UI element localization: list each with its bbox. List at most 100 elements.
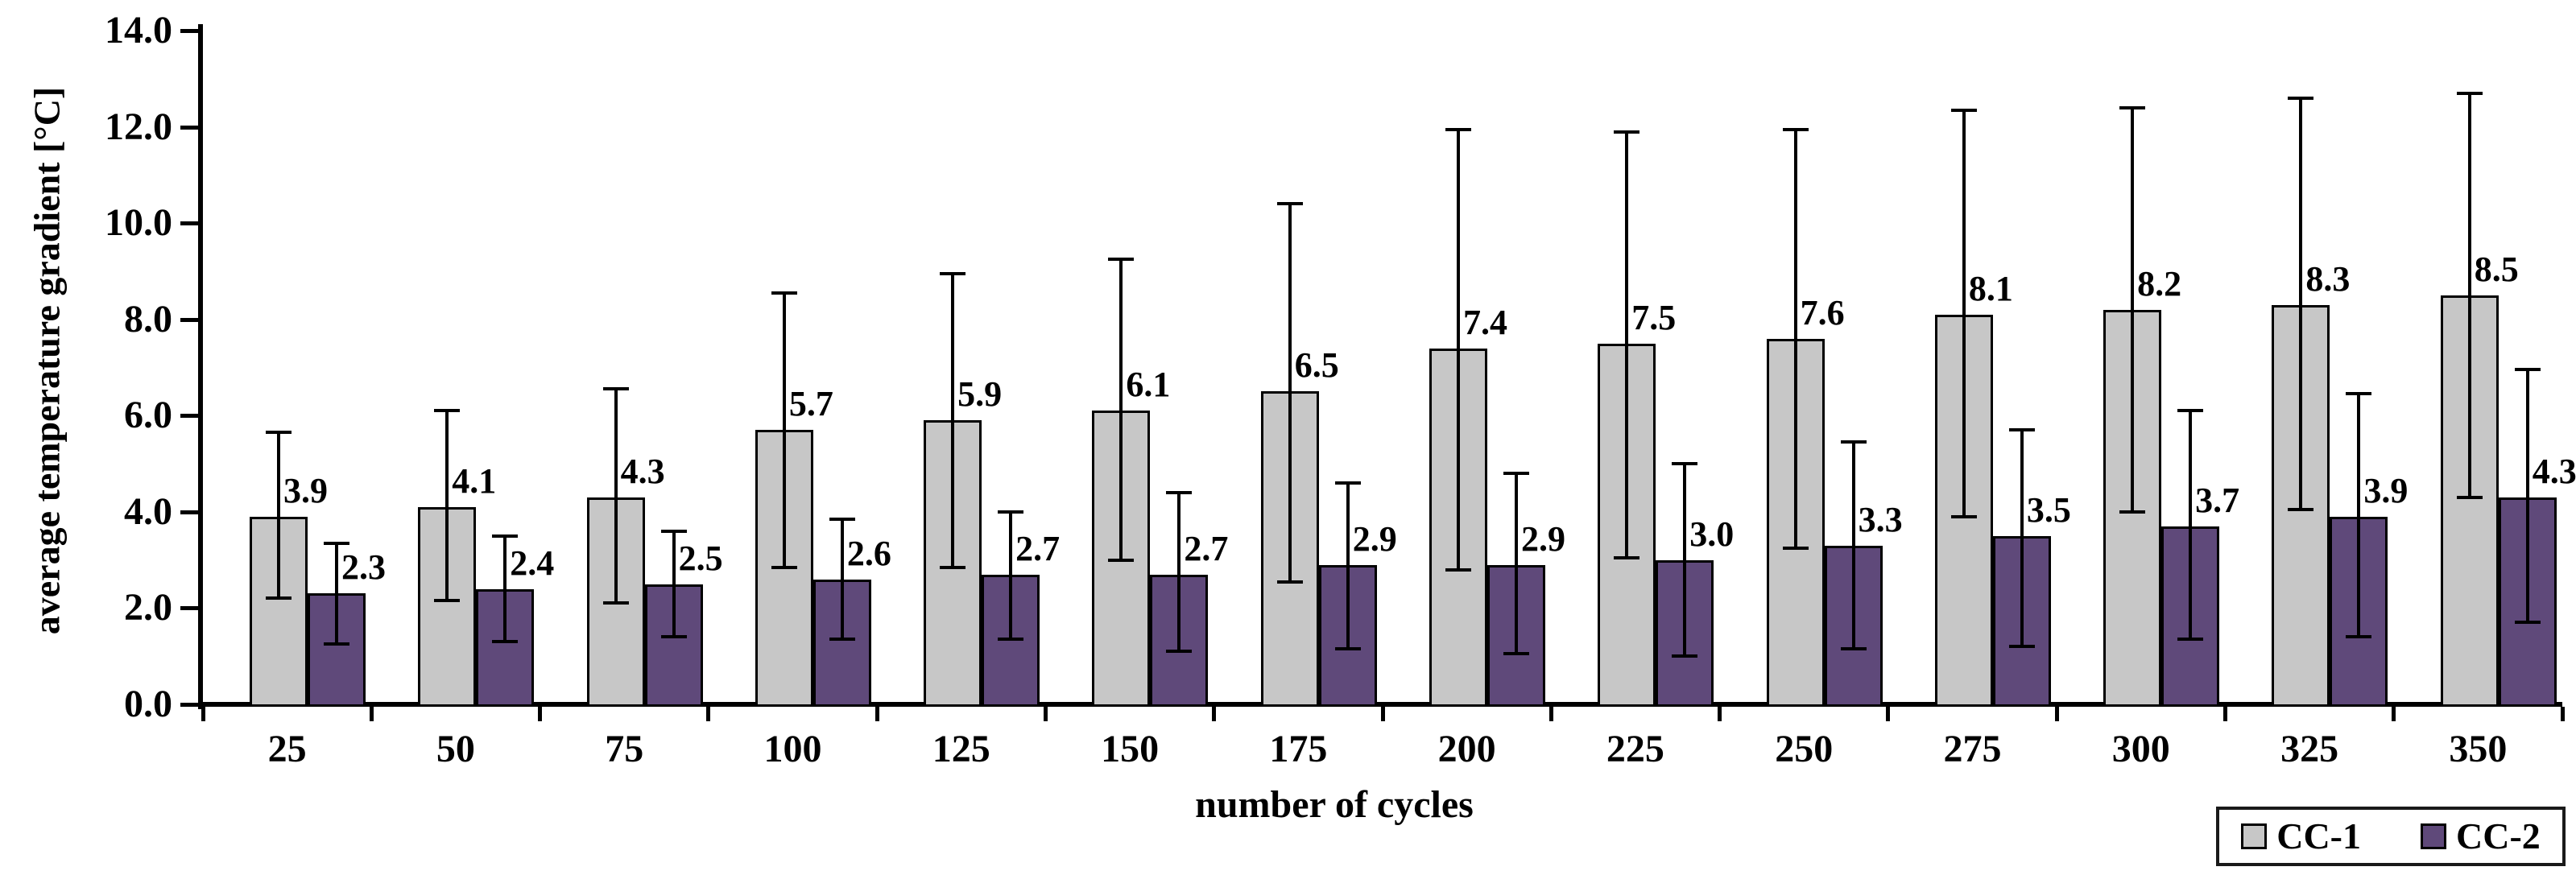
error-bar-cap-top bbox=[1108, 257, 1135, 261]
error-bar-cap-bottom bbox=[1445, 568, 1471, 572]
x-tick bbox=[2392, 707, 2396, 721]
legend-label: CC-2 bbox=[2456, 815, 2541, 856]
bar-value-label: 2.9 bbox=[1352, 518, 1397, 559]
error-bar-cap-bottom bbox=[434, 599, 461, 603]
bar-value-label: 8.1 bbox=[1968, 268, 2013, 308]
error-bar-cap-top bbox=[1166, 490, 1193, 494]
error-bar-cap-top bbox=[434, 409, 461, 413]
x-tick bbox=[2560, 707, 2565, 721]
error-bar-cap-bottom bbox=[1950, 514, 1977, 518]
error-bar-cap-top bbox=[602, 387, 629, 391]
y-tick bbox=[180, 125, 198, 130]
y-tick-label: 14.0 bbox=[105, 9, 172, 52]
error-bar bbox=[672, 530, 676, 638]
legend-swatch-cc-2 bbox=[2421, 823, 2446, 849]
bar-value-label: 3.7 bbox=[2195, 480, 2240, 520]
x-tick bbox=[706, 707, 711, 721]
bar-value-label: 8.2 bbox=[2137, 263, 2182, 303]
error-bar-cap-top bbox=[1503, 472, 1529, 476]
x-tick-label: 350 bbox=[2449, 728, 2508, 770]
error-bar-cap-bottom bbox=[1614, 555, 1640, 559]
error-bar bbox=[782, 292, 786, 568]
error-bar bbox=[1793, 129, 1797, 548]
error-bar-cap-bottom bbox=[2119, 510, 2146, 514]
y-tick-label: 4.0 bbox=[124, 489, 172, 533]
error-bar bbox=[1288, 204, 1292, 582]
bar-value-label: 8.3 bbox=[2305, 258, 2351, 299]
x-tick bbox=[2054, 707, 2059, 721]
x-tick-label: 125 bbox=[932, 728, 990, 770]
error-bar-cap-top bbox=[1445, 127, 1471, 131]
error-bar bbox=[1346, 482, 1350, 650]
error-bar-cap-bottom bbox=[1166, 650, 1193, 654]
x-tick-label: 200 bbox=[1437, 728, 1496, 770]
error-bar bbox=[2299, 97, 2303, 510]
error-bar-cap-top bbox=[2514, 368, 2541, 372]
x-tick bbox=[369, 707, 374, 721]
error-bar-cap-bottom bbox=[2288, 507, 2314, 511]
legend: CC-1 CC-2 bbox=[2216, 807, 2566, 866]
x-tick bbox=[1718, 707, 1722, 721]
x-tick-label: 75 bbox=[605, 728, 644, 770]
error-bar-cap-top bbox=[829, 517, 855, 521]
error-bar bbox=[2189, 411, 2193, 640]
legend-label: CC-1 bbox=[2276, 815, 2361, 856]
error-bar bbox=[445, 411, 449, 601]
error-bar-cap-top bbox=[771, 291, 797, 295]
error-bar-cap-bottom bbox=[2456, 495, 2483, 499]
bar-value-label: 2.7 bbox=[1015, 528, 1061, 568]
error-bar-cap-bottom bbox=[1672, 654, 1698, 658]
bar-value-label: 4.3 bbox=[620, 451, 665, 491]
error-bar bbox=[2131, 107, 2135, 512]
error-bar bbox=[1625, 131, 1629, 558]
y-tick-label: 6.0 bbox=[124, 394, 172, 437]
x-axis-title: number of cycles bbox=[1195, 783, 1474, 826]
error-bar bbox=[2525, 369, 2529, 623]
error-bar-cap-bottom bbox=[602, 601, 629, 605]
error-bar bbox=[1009, 511, 1013, 640]
error-bar-cap-top bbox=[1276, 202, 1303, 206]
legend-item-cc-1: CC-1 bbox=[2241, 818, 2361, 855]
error-bar bbox=[1851, 442, 1855, 650]
x-tick bbox=[1212, 707, 1217, 721]
y-tick bbox=[180, 317, 198, 322]
x-tick-label: 175 bbox=[1269, 728, 1328, 770]
error-bar-cap-top bbox=[1672, 462, 1698, 466]
error-bar bbox=[1457, 129, 1460, 570]
error-bar-cap-bottom bbox=[2177, 638, 2204, 642]
bar-value-label: 3.9 bbox=[283, 470, 328, 510]
error-bar-cap-bottom bbox=[940, 565, 966, 569]
error-bar-cap-top bbox=[492, 534, 519, 538]
y-tick-label: 12.0 bbox=[105, 105, 172, 148]
x-tick-label: 25 bbox=[267, 728, 307, 770]
x-tick bbox=[201, 707, 205, 721]
error-bar bbox=[277, 432, 280, 599]
error-bar-cap-top bbox=[660, 529, 687, 533]
error-bar bbox=[1515, 473, 1518, 654]
x-tick bbox=[2222, 707, 2227, 721]
error-bar bbox=[2357, 394, 2361, 638]
error-bar-cap-top bbox=[2008, 428, 2035, 432]
error-bar-cap-top bbox=[2456, 91, 2483, 95]
error-bar bbox=[335, 543, 338, 645]
x-tick-label: 300 bbox=[2111, 728, 2170, 770]
y-axis-title: average temperature gradient [°C] bbox=[26, 86, 68, 635]
error-bar-cap-bottom bbox=[1108, 558, 1135, 562]
x-tick-label: 50 bbox=[436, 728, 475, 770]
error-bar-cap-top bbox=[1840, 440, 1867, 444]
bar-value-label: 2.3 bbox=[341, 547, 386, 588]
error-bar-cap-bottom bbox=[1840, 647, 1867, 651]
error-bar-cap-top bbox=[998, 510, 1024, 514]
error-bar bbox=[614, 389, 618, 604]
bar-value-label: 7.6 bbox=[1800, 292, 1845, 332]
error-bar-cap-bottom bbox=[2514, 621, 2541, 625]
y-tick-label: 10.0 bbox=[105, 201, 172, 245]
bar-value-label: 2.5 bbox=[678, 538, 723, 578]
error-bar-cap-bottom bbox=[266, 596, 292, 601]
x-tick-label: 150 bbox=[1101, 728, 1160, 770]
bar-value-label: 2.7 bbox=[1184, 528, 1229, 568]
x-tick bbox=[1380, 707, 1385, 721]
x-tick bbox=[1043, 707, 1048, 721]
error-bar-cap-top bbox=[266, 431, 292, 435]
